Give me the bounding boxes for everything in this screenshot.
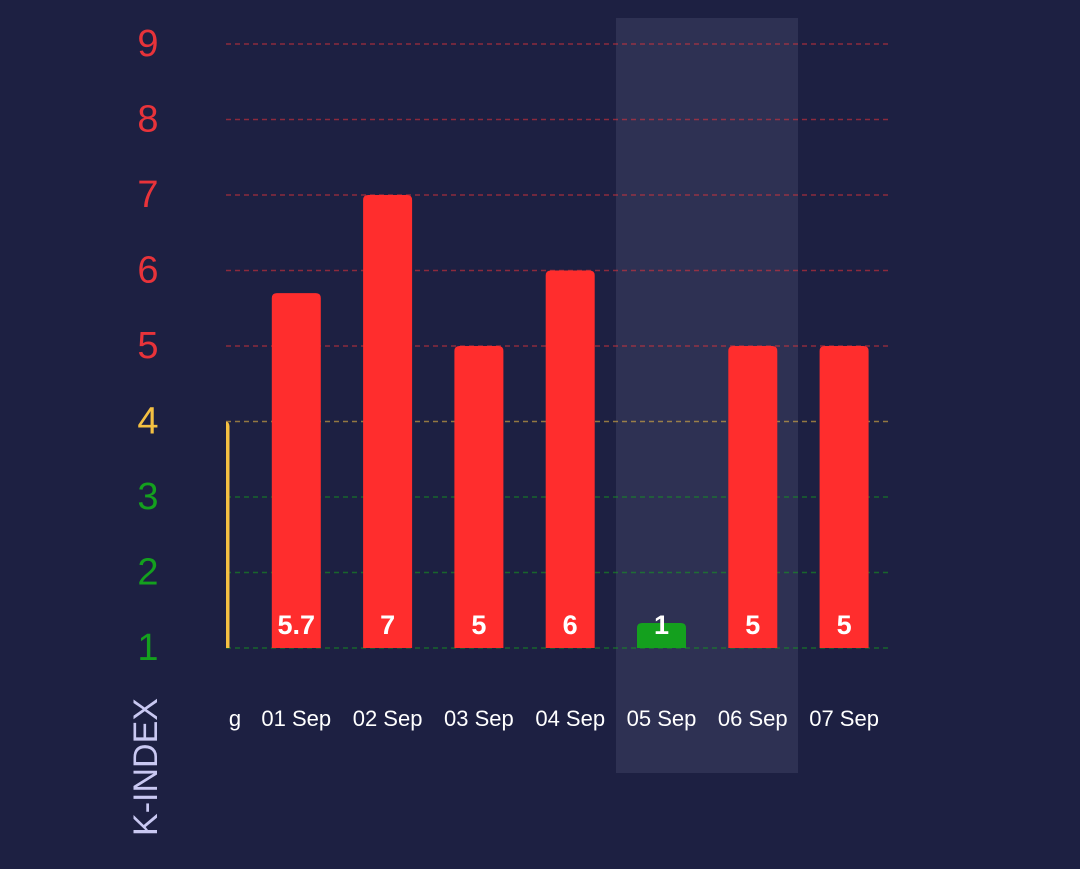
bar: [226, 421, 230, 648]
y-tick-label: 9: [137, 23, 158, 65]
bar: [271, 293, 321, 648]
plot-area: [226, 195, 869, 648]
y-tick-label: 8: [137, 99, 158, 141]
value-label: 5: [745, 610, 760, 640]
y-tick-label: 7: [137, 174, 158, 216]
value-label: 1: [654, 610, 669, 640]
y-tick-label: 3: [137, 476, 158, 518]
x-tick-label: 03 Sep: [444, 706, 514, 731]
value-label: 5: [837, 610, 852, 640]
x-tick-label: 02 Sep: [353, 706, 423, 731]
x-tick-label: g: [229, 706, 241, 731]
y-tick-label: 5: [137, 325, 158, 367]
x-tick-label: 01 Sep: [261, 706, 331, 731]
bar: [637, 623, 686, 648]
bar: [728, 346, 778, 648]
x-tick-label: 06 Sep: [718, 706, 788, 731]
bar: [545, 270, 595, 648]
value-label: 6: [563, 610, 578, 640]
bar: [819, 346, 869, 648]
y-tick-label: 6: [137, 250, 158, 292]
value-label: 5.7: [278, 610, 316, 640]
x-tick-label: 05 Sep: [627, 706, 697, 731]
y-tick-label: 2: [137, 552, 158, 594]
y-tick-label: 4: [137, 401, 158, 443]
value-label: 7: [380, 610, 395, 640]
x-tick-label: 07 Sep: [809, 706, 879, 731]
x-tick-label: 04 Sep: [535, 706, 605, 731]
bar: [363, 195, 413, 648]
bar: [454, 346, 504, 648]
value-label: 5: [471, 610, 486, 640]
y-axis-label: K-INDEX: [127, 698, 165, 836]
y-tick-label: 1: [137, 627, 158, 669]
